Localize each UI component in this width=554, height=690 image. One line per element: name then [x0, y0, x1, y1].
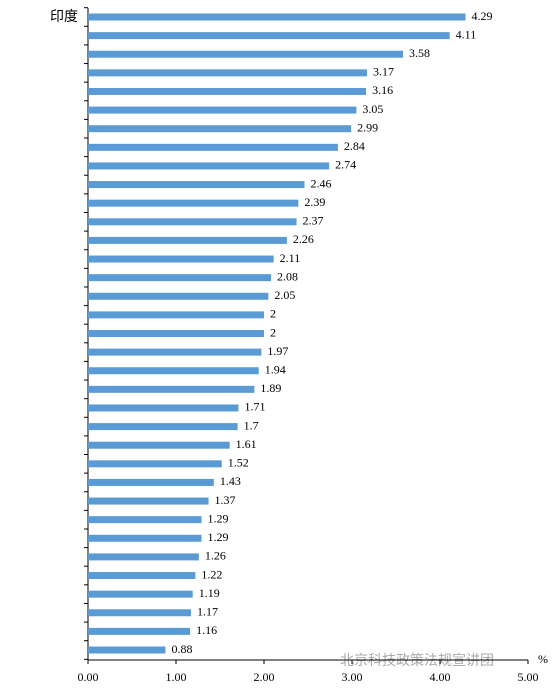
- bar: [88, 32, 450, 40]
- value-label: 1.43: [220, 474, 241, 488]
- value-label: 1.71: [244, 400, 265, 414]
- value-label: 1.29: [208, 530, 229, 544]
- bar: [88, 125, 352, 133]
- bar: [88, 460, 222, 468]
- value-label: 2.99: [357, 120, 378, 134]
- value-label: 2.08: [277, 269, 298, 283]
- value-label: 2.37: [303, 214, 324, 228]
- x-tick-label: 0.00: [78, 670, 99, 684]
- bar: [88, 385, 255, 393]
- bar: [88, 69, 367, 77]
- value-label: 3.17: [373, 65, 394, 79]
- value-label: 1.52: [228, 456, 249, 470]
- bar: [88, 553, 199, 561]
- value-label: 2: [270, 307, 276, 321]
- bar: [88, 497, 209, 505]
- bar: [88, 404, 239, 412]
- value-label: 2.74: [335, 158, 356, 172]
- value-label: 1.89: [260, 381, 281, 395]
- value-label: 4.29: [472, 9, 493, 23]
- bar: [88, 646, 166, 654]
- value-label: 1.17: [197, 605, 218, 619]
- value-label: 2.39: [304, 195, 325, 209]
- value-label: 2.46: [310, 176, 331, 190]
- x-tick-label: 1.00: [166, 670, 187, 684]
- x-tick-label: 5.00: [518, 670, 539, 684]
- value-label: 0.88: [171, 642, 192, 656]
- bar: [88, 87, 367, 95]
- bar: [88, 590, 193, 598]
- x-tick-label: 3.00: [342, 670, 363, 684]
- value-label: 1.26: [205, 549, 226, 563]
- bar: [88, 423, 238, 431]
- bar: [88, 50, 404, 58]
- bar: [88, 199, 299, 207]
- value-label: 3.05: [362, 102, 383, 116]
- bar: [88, 13, 466, 21]
- value-label: 1.94: [265, 362, 286, 376]
- value-label: 1.61: [236, 437, 257, 451]
- bar: [88, 348, 262, 356]
- value-label: 1.19: [199, 586, 220, 600]
- x-unit: %: [538, 652, 548, 666]
- bar: [88, 218, 297, 226]
- bar: [88, 627, 191, 635]
- value-label: 1.16: [196, 623, 217, 637]
- bar: [88, 441, 230, 449]
- bar: [88, 572, 196, 580]
- value-label: 3.58: [409, 46, 430, 60]
- bar: [88, 367, 259, 375]
- value-label: 1.22: [201, 567, 222, 581]
- value-label: 2.84: [344, 139, 365, 153]
- bar: [88, 274, 272, 282]
- bar: [88, 311, 264, 319]
- bar: [88, 106, 357, 114]
- bar: [88, 609, 191, 617]
- bar: [88, 255, 274, 263]
- value-label: 4.11: [456, 27, 477, 41]
- bar: [88, 162, 330, 170]
- bar: [88, 534, 202, 542]
- bar: [88, 516, 202, 524]
- value-label: 1.97: [267, 344, 288, 358]
- value-label: 1.29: [208, 511, 229, 525]
- bar: [88, 236, 287, 244]
- x-tick-label: 2.00: [254, 670, 275, 684]
- x-tick-label: 4.00: [430, 670, 451, 684]
- bar: [88, 292, 269, 300]
- value-label: 2.05: [274, 288, 295, 302]
- bar: [88, 181, 305, 189]
- value-label: 2.26: [293, 232, 314, 246]
- bar: [88, 330, 264, 337]
- bar: [88, 478, 214, 486]
- value-label: 1.7: [244, 418, 259, 432]
- value-label: 1.37: [215, 493, 236, 507]
- value-label: 2.11: [280, 251, 301, 265]
- bar: [88, 143, 338, 151]
- y-tick-label: 印度: [50, 9, 78, 25]
- value-label: 3.16: [372, 83, 393, 97]
- value-label: 2: [270, 325, 276, 339]
